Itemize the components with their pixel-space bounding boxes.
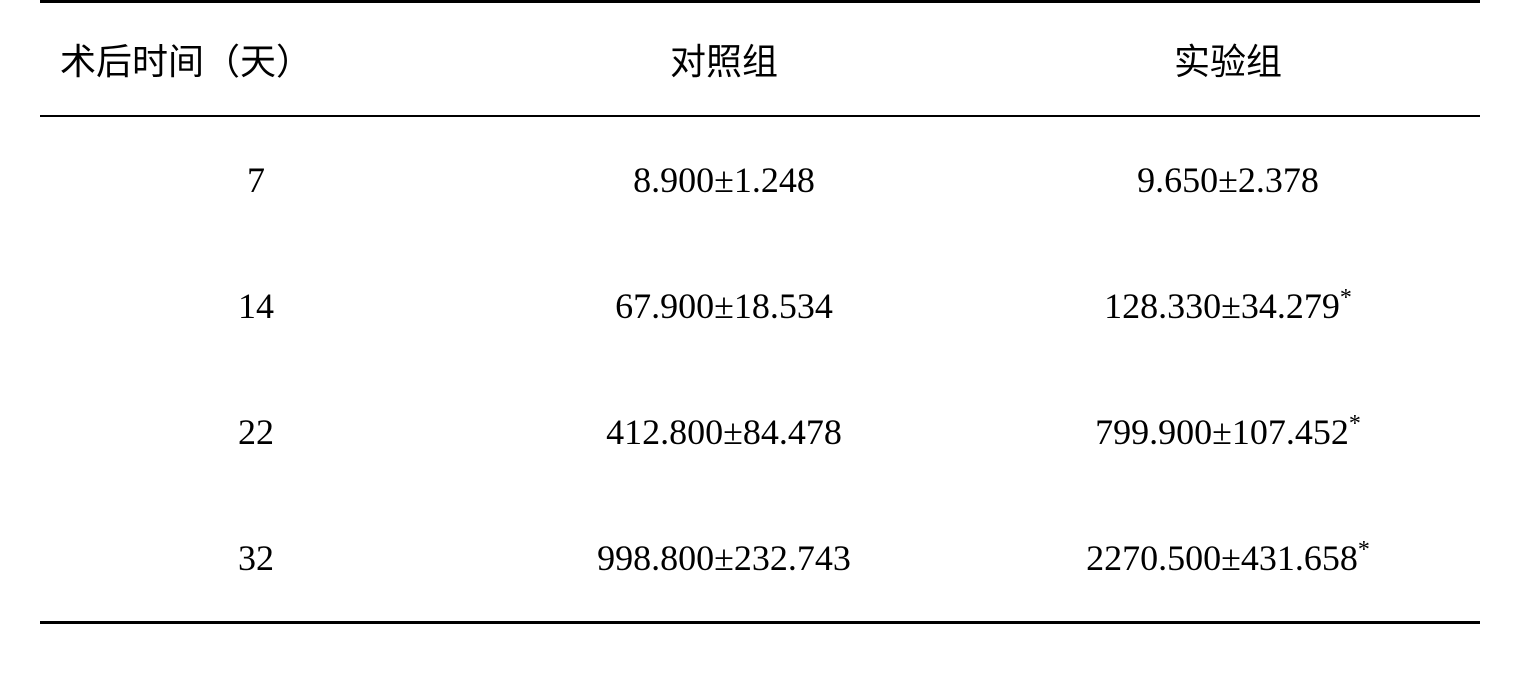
table-row: 32 998.800±232.743 2270.500±431.658* — [40, 495, 1480, 623]
cell-control: 412.800±84.478 — [472, 369, 976, 495]
cell-control: 8.900±1.248 — [472, 116, 976, 243]
table-row: 22 412.800±84.478 799.900±107.452* — [40, 369, 1480, 495]
cell-exp: 128.330±34.279* — [976, 243, 1480, 369]
cell-exp-value: 128.330±34.279 — [1104, 286, 1340, 326]
significance-star-icon: * — [1340, 285, 1352, 311]
table-row: 7 8.900±1.248 9.650±2.378 — [40, 116, 1480, 243]
cell-control: 67.900±18.534 — [472, 243, 976, 369]
cell-exp-value: 799.900±107.452 — [1095, 412, 1349, 452]
significance-star-icon: * — [1358, 537, 1370, 563]
col-header-exp: 实验组 — [976, 2, 1480, 117]
cell-time: 32 — [40, 495, 472, 623]
cell-exp: 2270.500±431.658* — [976, 495, 1480, 623]
col-header-time: 术后时间（天） — [40, 2, 472, 117]
col-header-control: 对照组 — [472, 2, 976, 117]
cell-exp: 9.650±2.378 — [976, 116, 1480, 243]
table-row: 14 67.900±18.534 128.330±34.279* — [40, 243, 1480, 369]
cell-time: 14 — [40, 243, 472, 369]
data-table: 术后时间（天） 对照组 实验组 7 8.900±1.248 9.650±2.37… — [40, 0, 1480, 624]
cell-exp: 799.900±107.452* — [976, 369, 1480, 495]
cell-exp-value: 9.650±2.378 — [1137, 160, 1319, 200]
table-header-row: 术后时间（天） 对照组 实验组 — [40, 2, 1480, 117]
table-body: 7 8.900±1.248 9.650±2.378 14 67.900±18.5… — [40, 116, 1480, 623]
cell-control: 998.800±232.743 — [472, 495, 976, 623]
significance-star-icon: * — [1349, 411, 1361, 437]
cell-time: 7 — [40, 116, 472, 243]
cell-time: 22 — [40, 369, 472, 495]
data-table-container: 术后时间（天） 对照组 实验组 7 8.900±1.248 9.650±2.37… — [0, 0, 1520, 692]
cell-exp-value: 2270.500±431.658 — [1086, 538, 1358, 578]
